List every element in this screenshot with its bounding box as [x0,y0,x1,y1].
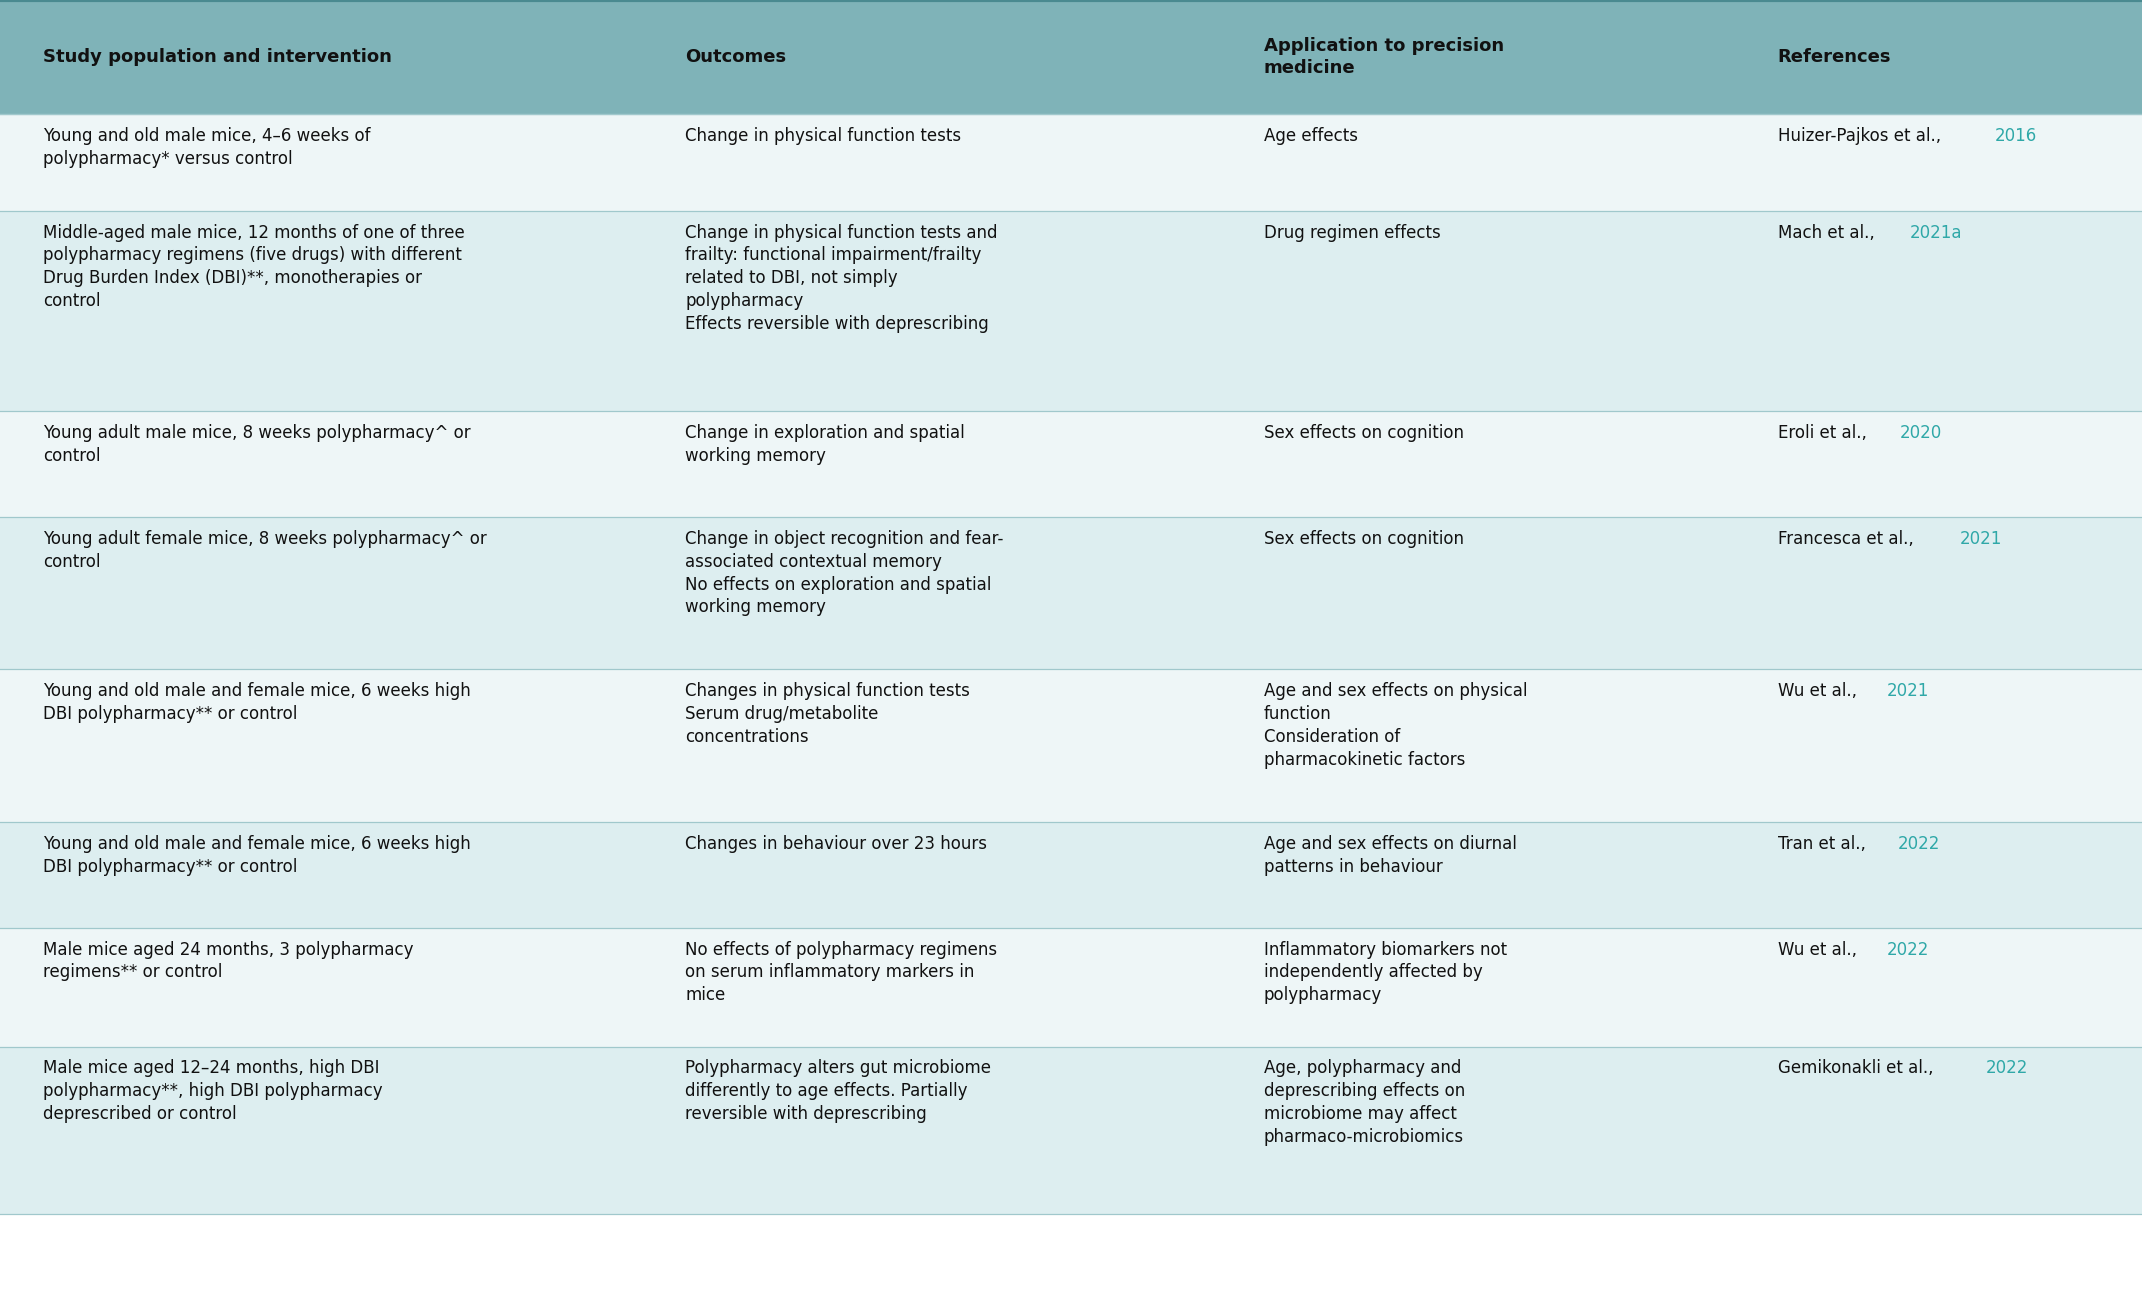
Text: Eroli et al.,: Eroli et al., [1778,424,1872,442]
Text: Changes in physical function tests
Serum drug/metabolite
concentrations: Changes in physical function tests Serum… [685,682,970,745]
Text: Change in physical function tests: Change in physical function tests [685,127,962,145]
Text: Mach et al.,: Mach et al., [1778,224,1881,242]
Text: Sex effects on cognition: Sex effects on cognition [1264,424,1463,442]
Bar [0,517,2142,669]
Text: Young and old male and female mice, 6 weeks high
DBI polypharmacy** or control: Young and old male and female mice, 6 we… [43,835,471,876]
Text: Age effects: Age effects [1264,127,1358,145]
Text: Change in object recognition and fear-
associated contextual memory
No effects o: Change in object recognition and fear- a… [685,530,1005,616]
Bar [0,1047,2142,1214]
Text: Application to precision
medicine: Application to precision medicine [1264,36,1504,78]
Text: Wu et al.,: Wu et al., [1778,682,1861,700]
Bar [0,411,2142,517]
Text: Francesca et al.,: Francesca et al., [1778,530,1919,548]
Text: Tran et al.,: Tran et al., [1778,835,1870,853]
Text: Change in exploration and spatial
working memory: Change in exploration and spatial workin… [685,424,966,465]
Text: Wu et al.,: Wu et al., [1778,941,1861,959]
Text: Study population and intervention: Study population and intervention [43,48,392,66]
Text: Middle-aged male mice, 12 months of one of three
polypharmacy regimens (five dru: Middle-aged male mice, 12 months of one … [43,224,465,310]
Text: Young and old male and female mice, 6 weeks high
DBI polypharmacy** or control: Young and old male and female mice, 6 we… [43,682,471,724]
Text: Changes in behaviour over 23 hours: Changes in behaviour over 23 hours [685,835,987,853]
Bar [0,114,2142,211]
Text: Young adult male mice, 8 weeks polypharmacy^ or
control: Young adult male mice, 8 weeks polypharm… [43,424,471,465]
Text: Outcomes: Outcomes [685,48,786,66]
Text: No effects of polypharmacy regimens
on serum inflammatory markers in
mice: No effects of polypharmacy regimens on s… [685,941,998,1004]
Text: 2022: 2022 [1898,835,1941,853]
Bar [0,0,2142,114]
Bar [0,669,2142,822]
Text: References: References [1778,48,1891,66]
Text: Young adult female mice, 8 weeks polypharmacy^ or
control: Young adult female mice, 8 weeks polypha… [43,530,486,571]
Text: Age and sex effects on physical
function
Consideration of
pharmacokinetic factor: Age and sex effects on physical function… [1264,682,1527,769]
Text: 2022: 2022 [1887,941,1930,959]
Bar [0,211,2142,411]
Text: Change in physical function tests and
frailty: functional impairment/frailty
rel: Change in physical function tests and fr… [685,224,998,333]
Text: Sex effects on cognition: Sex effects on cognition [1264,530,1463,548]
Text: Male mice aged 24 months, 3 polypharmacy
regimens** or control: Male mice aged 24 months, 3 polypharmacy… [43,941,413,982]
Text: Age, polypharmacy and
deprescribing effects on
microbiome may affect
pharmaco-mi: Age, polypharmacy and deprescribing effe… [1264,1059,1465,1146]
Text: Inflammatory biomarkers not
independently affected by
polypharmacy: Inflammatory biomarkers not independentl… [1264,941,1508,1004]
Text: 2022: 2022 [1986,1059,2028,1078]
Text: Age and sex effects on diurnal
patterns in behaviour: Age and sex effects on diurnal patterns … [1264,835,1517,876]
Text: Drug regimen effects: Drug regimen effects [1264,224,1442,242]
Text: 2020: 2020 [1900,424,1941,442]
Text: Male mice aged 12–24 months, high DBI
polypharmacy**, high DBI polypharmacy
depr: Male mice aged 12–24 months, high DBI po… [43,1059,383,1123]
Bar [0,928,2142,1047]
Text: 2016: 2016 [1994,127,2037,145]
Text: Young and old male mice, 4–6 weeks of
polypharmacy* versus control: Young and old male mice, 4–6 weeks of po… [43,127,371,168]
Text: Huizer-Pajkos et al.,: Huizer-Pajkos et al., [1778,127,1947,145]
Bar [0,822,2142,928]
Text: 2021: 2021 [1960,530,2003,548]
Text: 2021a: 2021a [1909,224,1962,242]
Text: Gemikonakli et al.,: Gemikonakli et al., [1778,1059,1939,1078]
Text: 2021: 2021 [1887,682,1930,700]
Text: Polypharmacy alters gut microbiome
differently to age effects. Partially
reversi: Polypharmacy alters gut microbiome diffe… [685,1059,992,1123]
